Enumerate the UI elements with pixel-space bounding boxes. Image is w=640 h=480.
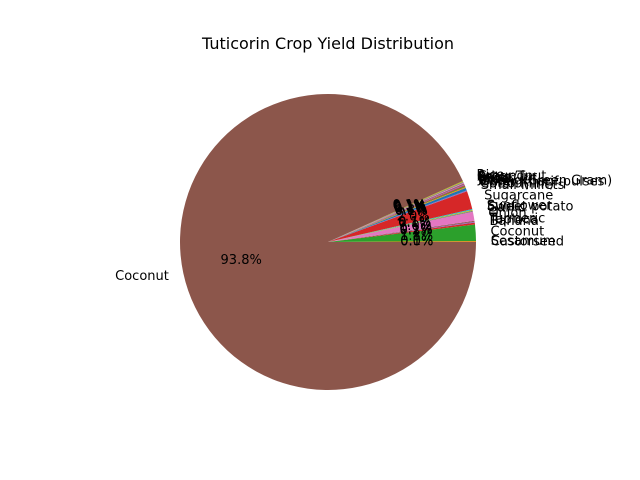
chart-title: Tuticorin Crop Yield Distribution [201, 34, 454, 53]
slice-percent-label: 93.8% [221, 253, 262, 268]
slice-label: Arhar/Tur [477, 170, 537, 185]
pie-slice [328, 186, 466, 242]
slice-label: Coconut [490, 224, 544, 239]
slice-label: Sesamum [491, 234, 556, 249]
slice-percent-label: 1.0% [399, 219, 432, 234]
slice-percent-label: 0.3% [394, 203, 427, 218]
pie-slice [328, 222, 475, 242]
pie-slice [328, 241, 477, 242]
slice-label: Groundnut [477, 169, 546, 184]
pie-slice [328, 182, 464, 242]
slice-percent-label: 0.1% [393, 199, 426, 214]
slice-label: Garlic [487, 201, 525, 216]
slice-label: Cotton(lint) [480, 176, 554, 191]
slice-label: Urad [479, 173, 510, 188]
slice-label: Bajra [478, 171, 512, 186]
pie-slice [328, 190, 468, 242]
pie-slice [328, 187, 467, 242]
pie-slice [328, 209, 473, 242]
slice-percent-label: 0.1% [394, 201, 427, 216]
pie-slice [328, 183, 465, 242]
slice-label: Tapioca [488, 213, 538, 228]
slice-percent-label: 0.1% [393, 199, 426, 214]
slice-percent-label: 0.1% [399, 222, 432, 237]
slice-percent-label: 0.1% [393, 200, 426, 215]
slice-percent-label: 0.1% [398, 216, 431, 231]
slice-label: Sunflower [487, 199, 553, 214]
pie-slice [328, 221, 475, 242]
slice-label: Moong(Green Gram) [479, 173, 612, 188]
slice-percent-label: 0.1% [398, 215, 431, 230]
pie-slice [328, 210, 473, 242]
slice-percent-label: 1.8% [400, 229, 433, 244]
slice-label: Jowar [477, 172, 514, 187]
slice-label: Banana [490, 214, 539, 229]
slice-percent-label: 0.1% [395, 204, 428, 219]
slice-percent-label: 0.2% [400, 223, 433, 238]
pie-slice [180, 94, 477, 391]
pie-slice [328, 209, 473, 242]
pie-slice [328, 220, 475, 242]
pie-slice [328, 186, 466, 242]
slice-percent-label: 0.1% [393, 200, 426, 215]
pie-slice [328, 185, 466, 242]
slice-label: Other Kharif pulses [479, 174, 604, 189]
slice-percent-label: 0.1% [398, 216, 431, 231]
slice-percent-label: 0.1% [394, 201, 427, 216]
slice-label: Small millets [481, 178, 565, 193]
slice-percent-label: 2.0% [397, 209, 430, 224]
pie-slice [328, 181, 464, 242]
slice-percent-label: 0.0% [400, 235, 433, 250]
pie-slice [328, 181, 464, 242]
slice-label: Turmeric [488, 212, 545, 227]
slice-label: Rice [477, 168, 505, 183]
pie-slice [328, 211, 475, 242]
slice-percent-label: 0.1% [400, 234, 433, 249]
pie-slice [328, 191, 473, 242]
pie-slice [328, 184, 465, 242]
pie-slice [328, 224, 476, 242]
slice-label: Coconut [115, 269, 169, 284]
slice-label: Onion [488, 206, 526, 221]
slice-label: Castorseed [491, 235, 564, 250]
slice-label: Sugarcane [484, 188, 553, 203]
slice-percent-label: 0.1% [399, 223, 432, 238]
slice-percent-label: 0.1% [394, 202, 427, 217]
slice-label: Sweet potato [487, 200, 573, 215]
slice-percent-label: 0.1% [393, 198, 426, 213]
